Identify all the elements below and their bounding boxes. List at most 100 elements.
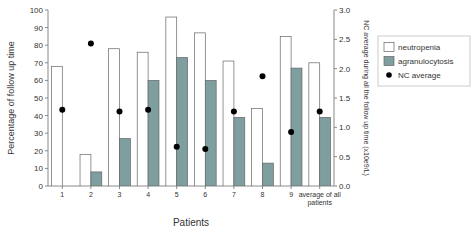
bar — [109, 49, 120, 186]
y-tick — [45, 10, 48, 11]
x-tick-label-line: 1 — [60, 191, 64, 198]
x-tick — [262, 186, 263, 189]
x-axis: 1 2 3 4 5 6 7 8 9 average of allpatients — [48, 186, 341, 207]
bar — [280, 36, 291, 186]
y2-tick — [334, 127, 337, 128]
y2-tick-label: 1.5 — [339, 94, 351, 103]
legend-label: agranulocytosis — [398, 57, 454, 66]
bar — [137, 52, 148, 186]
y-tick-label: 70 — [34, 59, 43, 68]
y-tick — [45, 80, 48, 81]
bar — [62, 186, 73, 187]
y-axis: 0102030405060708090100 — [30, 6, 48, 191]
x-tick-label: 6 — [203, 191, 207, 198]
x-tick — [90, 186, 91, 189]
x-tick-label-line: 4 — [146, 191, 150, 198]
y-tick — [45, 186, 48, 187]
bar — [223, 61, 234, 186]
y-tick-label: 60 — [34, 76, 43, 85]
y-tick-label: 90 — [34, 24, 43, 33]
x-tick-label: 4 — [146, 191, 150, 198]
y-tick — [45, 133, 48, 134]
bar — [80, 154, 91, 186]
x-tick — [119, 186, 120, 189]
y2-tick — [334, 10, 337, 11]
bar — [263, 163, 274, 186]
bar — [309, 63, 320, 186]
x-tick-label: 5 — [175, 191, 179, 198]
y2-tick — [334, 98, 337, 99]
legend-label: NC average — [398, 71, 441, 80]
x-tick-label-line: average of all — [299, 191, 341, 199]
x-tick — [233, 186, 234, 189]
x-tick-label-line: 6 — [203, 191, 207, 198]
legend-frame — [378, 36, 470, 86]
x-tick — [291, 186, 292, 189]
x-tick-label-line: 5 — [175, 191, 179, 198]
plot-marks — [51, 17, 330, 186]
x-axis-label: Patients — [173, 217, 209, 228]
y-tick — [45, 45, 48, 46]
y2-tick-label: 3.0 — [339, 6, 351, 15]
bar — [194, 33, 205, 186]
y-tick — [45, 98, 48, 99]
legend-swatch — [386, 72, 392, 78]
y-tick-label: 30 — [34, 129, 43, 138]
x-tick-label-line: patients — [307, 199, 332, 207]
y2-axis: 0.0 0.5 1.0 1.5 2.0 2.5 3.0 — [334, 6, 351, 191]
bar — [177, 58, 188, 186]
point — [145, 107, 151, 113]
legend-swatch — [384, 43, 394, 52]
y2-tick-label: 2.5 — [339, 35, 351, 44]
bar — [166, 17, 177, 186]
y2-tick-label: 0.0 — [339, 182, 351, 191]
x-tick — [148, 186, 149, 189]
x-tick-label-line: 2 — [89, 191, 93, 198]
y2-tick — [334, 186, 337, 187]
y2-tick — [334, 39, 337, 40]
bar — [291, 68, 302, 186]
point — [317, 108, 323, 114]
x-tick-label-line: 3 — [118, 191, 122, 198]
y-tick-label: 20 — [34, 147, 43, 156]
bar — [120, 138, 131, 186]
point — [202, 146, 208, 152]
y-tick — [45, 27, 48, 28]
x-tick-label: 9 — [289, 191, 293, 198]
x-tick-label: average of allpatients — [299, 191, 341, 207]
y2-tick-label: 1.0 — [339, 123, 351, 132]
y2-tick-label: 0.5 — [339, 153, 351, 162]
legend: neutropenia agranulocytosis NC average — [378, 36, 470, 86]
y-axis-label: Percentage of follow up time — [6, 41, 16, 155]
x-tick — [62, 186, 63, 189]
y-tick — [45, 62, 48, 63]
y-tick-label: 100 — [30, 6, 44, 15]
point — [231, 108, 237, 114]
y-tick — [45, 115, 48, 116]
point — [117, 108, 123, 114]
x-tick-label: 3 — [118, 191, 122, 198]
y-tick-label: 10 — [34, 164, 43, 173]
y-tick-label: 50 — [34, 94, 43, 103]
legend-label: neutropenia — [398, 43, 441, 52]
y2-tick — [334, 156, 337, 157]
point — [59, 107, 65, 113]
x-tick — [176, 186, 177, 189]
x-tick-label-line: 8 — [261, 191, 265, 198]
y-tick-label: 40 — [34, 112, 43, 121]
bar — [51, 66, 62, 186]
y-tick-label: 0 — [39, 182, 44, 191]
x-tick-label: 7 — [232, 191, 236, 198]
bar — [234, 117, 245, 186]
x-tick-label-line: 9 — [289, 191, 293, 198]
chart: 0102030405060708090100Percentage of foll… — [0, 0, 474, 238]
point — [260, 73, 266, 79]
y2-axis-label: NC average during all the follow up time… — [362, 20, 370, 176]
bar — [320, 117, 331, 186]
bar — [252, 109, 263, 186]
x-tick-label: 8 — [261, 191, 265, 198]
y-tick — [45, 168, 48, 169]
point — [174, 144, 180, 150]
y2-tick-label: 2.0 — [339, 65, 351, 74]
x-tick-label: 1 — [60, 191, 64, 198]
